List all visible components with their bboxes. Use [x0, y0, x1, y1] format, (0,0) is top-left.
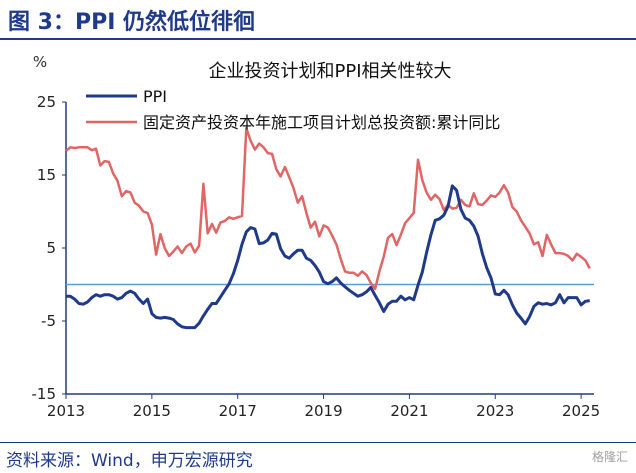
y-axis-unit: %: [33, 53, 47, 71]
y-tick-label: -15: [32, 385, 57, 403]
x-tick-label: 2019: [304, 402, 342, 420]
header-divider: [0, 38, 636, 40]
x-tick-label: 2021: [390, 402, 428, 420]
investment-series-line: [65, 127, 591, 291]
series-layer: [65, 127, 591, 330]
legend-label: 固定资产投资本年施工项目计划总投资额:累计同比: [143, 113, 500, 132]
figure-title: 图 3：PPI 仍然低位徘徊: [8, 10, 256, 35]
chart-legend: PPI 固定资产投资本年施工项目计划总投资额:累计同比: [86, 87, 500, 132]
ppi-series-line: [66, 184, 590, 330]
x-tick-label: 2017: [219, 402, 257, 420]
footer-divider: [0, 442, 636, 443]
x-tick-label: 2015: [133, 402, 171, 420]
legend-label: PPI: [143, 87, 167, 106]
source-note: 资料来源：Wind，申万宏源研究: [6, 451, 253, 471]
chart-title: 企业投资计划和PPI相关性较大: [208, 61, 451, 82]
y-tick-label: 15: [37, 166, 56, 184]
y-tick-label: 25: [37, 93, 56, 111]
y-tick-label: -5: [41, 312, 56, 330]
x-tick-label: 2013: [47, 402, 85, 420]
watermark-logo: 格隆汇: [591, 450, 628, 464]
report-header: 图 3：PPI 仍然低位徘徊: [0, 0, 636, 36]
x-tick-label: 2023: [476, 402, 514, 420]
y-tick-label: 5: [46, 239, 56, 257]
x-tick-label: 2025: [562, 402, 600, 420]
